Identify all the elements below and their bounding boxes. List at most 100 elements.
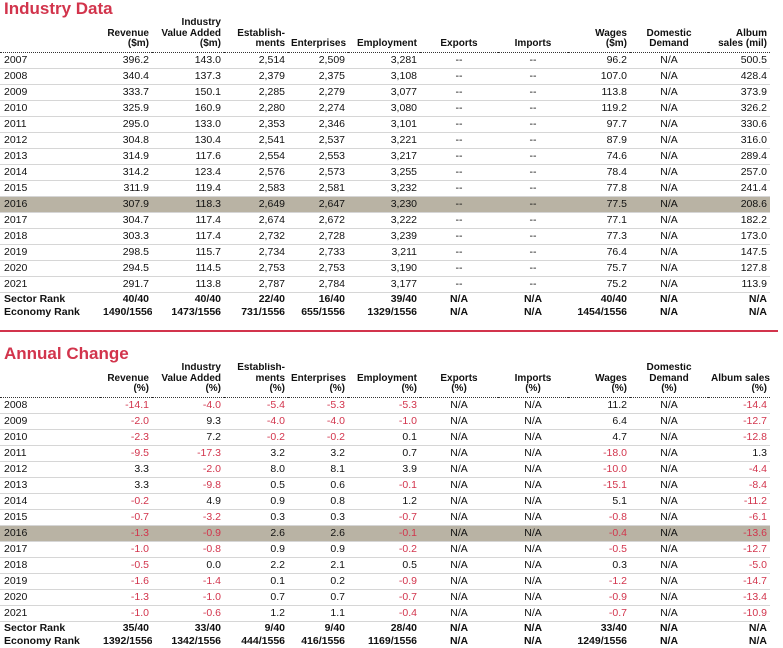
cell: N/A (498, 461, 568, 478)
row-label: 2008 (0, 68, 100, 85)
cell: 33/40 (568, 620, 630, 635)
cell: 2,353 (224, 116, 288, 133)
section-title: Industry Data (4, 0, 113, 18)
cell: -0.2 (224, 429, 288, 446)
cell: 325.9 (100, 100, 152, 117)
divider (0, 330, 778, 332)
cell: -- (498, 148, 568, 165)
cell: -1.0 (152, 589, 224, 606)
cell: -0.9 (348, 573, 420, 590)
header-line: Establish- (237, 27, 285, 39)
cell: 416/1556 (301, 635, 345, 647)
cell: 117.4 (152, 228, 224, 245)
cell: 0.3 (288, 509, 348, 526)
cell: N/A (630, 525, 708, 542)
cell: N/A (498, 445, 568, 462)
table-row: 2020 -1.3 -1.0 0.7 0.7 -0.7 N/A N/A -0.9 N/A -13.4 (0, 589, 770, 606)
cell: N/A (630, 397, 708, 414)
table-row: 2011 -9.5 -17.3 3.2 3.2 0.7 N/A N/A -18.0 N/A 1.3 (0, 445, 770, 462)
cell: 2,514 (224, 52, 288, 69)
row-label: 2016 (0, 525, 100, 542)
cell: 3,177 (348, 276, 420, 293)
cell: N/A (748, 306, 767, 318)
cell: 2,734 (224, 244, 288, 261)
cell: 1249/1556 (577, 635, 627, 647)
header-line: (%) (451, 383, 467, 394)
table-row: 2012 3.3 -2.0 8.0 8.1 3.9 N/A N/A -10.0 N/A -4.4 (0, 461, 770, 478)
cell: 6.4 (568, 413, 630, 430)
row-label: 2011 (0, 116, 100, 133)
cell: 1490/1556 (103, 306, 152, 318)
cell: 1.1 (288, 605, 348, 622)
cell: -4.0 (152, 397, 224, 414)
table-row: 2009 -2.0 9.3 -4.0 -4.0 -1.0 N/A N/A 6.4 N/A -12.7 (0, 413, 770, 430)
row-label: 2016 (0, 196, 100, 213)
header-line: (%) (269, 383, 285, 394)
header-cell: Enterprises (%) (288, 363, 348, 398)
cell: N/A (420, 291, 498, 306)
cell: 3,222 (348, 212, 420, 229)
cell: -17.3 (152, 445, 224, 462)
row-label: 2021 (0, 605, 100, 622)
table-row: Economy Rank 1392/1556 1342/1556 444/1556 41… (0, 635, 770, 648)
cell: 2,753 (224, 260, 288, 277)
cell: N/A (498, 397, 568, 414)
cell: 3,190 (348, 260, 420, 277)
cell: -- (498, 260, 568, 277)
cell: 119.2 (568, 100, 630, 117)
table-row: 2015 311.9 119.4 2,583 2,581 3,232 -- -- 77.8 N/A… (0, 180, 770, 197)
cell: 2,553 (288, 148, 348, 165)
cell: 9/40 (224, 620, 288, 635)
cell: N/A (498, 429, 568, 446)
cell: 500.5 (708, 52, 770, 69)
cell: 77.5 (568, 196, 630, 213)
cell: 2,285 (224, 84, 288, 101)
cell: 1342/1556 (171, 635, 221, 647)
header-line: Wages (595, 372, 627, 384)
cell: -- (498, 196, 568, 213)
table-row: 2016 -1.3 -0.9 2.6 2.6 -0.1 N/A N/A -0.4 N/A -13.6 (0, 525, 770, 542)
cell: 2,672 (288, 212, 348, 229)
cell: 3,217 (348, 148, 420, 165)
cell: -- (420, 164, 498, 181)
cell: 2.1 (288, 557, 348, 574)
cell: 291.7 (100, 276, 152, 293)
cell: N/A (420, 605, 498, 622)
header-cell: Wages (%) (568, 363, 630, 398)
cell: 2,784 (288, 276, 348, 293)
table-row: 2015 -0.7 -3.2 0.3 0.3 -0.7 N/A N/A -0.8 N/A -6.1 (0, 509, 770, 526)
cell: 127.8 (708, 260, 770, 277)
row-label: Economy Rank (4, 306, 80, 318)
cell: -4.0 (288, 413, 348, 430)
cell: -1.3 (100, 525, 152, 542)
cell: -12.7 (708, 541, 770, 558)
cell: N/A (420, 477, 498, 494)
header-line: (%) (525, 383, 541, 394)
cell: 3,211 (348, 244, 420, 261)
cell: -- (420, 276, 498, 293)
cell: 76.4 (568, 244, 630, 261)
row-label: 2011 (0, 445, 100, 462)
cell: N/A (630, 228, 708, 245)
cell: 87.9 (568, 132, 630, 149)
cell: -- (420, 196, 498, 213)
cell: -5.0 (708, 557, 770, 574)
cell: 0.6 (288, 477, 348, 494)
cell: 123.4 (152, 164, 224, 181)
header-cell: Domestic Demand (%) (630, 363, 708, 398)
cell: -1.2 (568, 573, 630, 590)
cell: 2,753 (288, 260, 348, 277)
cell: -- (498, 132, 568, 149)
header-line: (%) (133, 383, 149, 394)
cell: 0.2 (288, 573, 348, 590)
cell: 9.3 (152, 413, 224, 430)
cell: N/A (498, 413, 568, 430)
row-label: 2013 (0, 148, 100, 165)
cell: 3,221 (348, 132, 420, 149)
cell: 0.9 (224, 541, 288, 558)
cell: 1.2 (224, 605, 288, 622)
header-line: ($m) (199, 38, 221, 49)
cell: 314.9 (100, 148, 152, 165)
cell: N/A (630, 276, 708, 293)
cell: 0.9 (288, 541, 348, 558)
